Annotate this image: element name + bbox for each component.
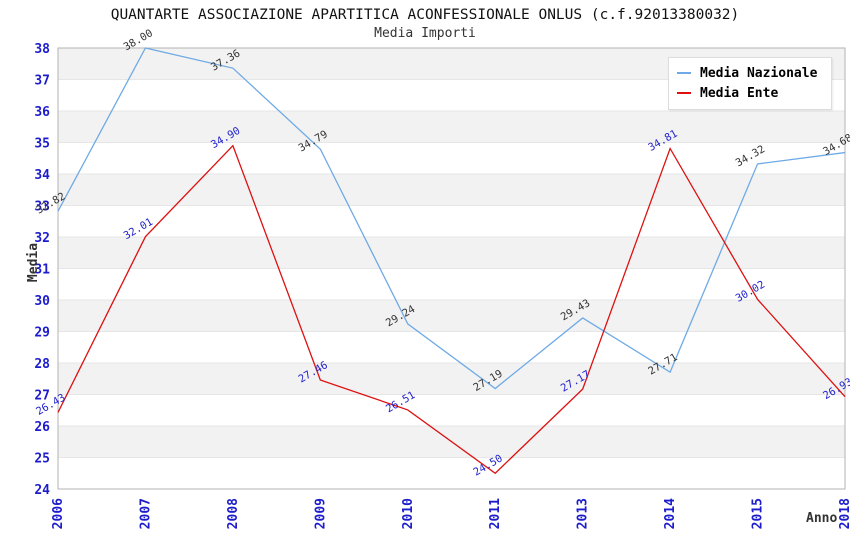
- y-tick-label: 24: [34, 483, 50, 498]
- legend-label-ente: Media Ente: [700, 85, 779, 101]
- plot-band: [58, 300, 845, 332]
- x-tick-label: 2013: [576, 498, 591, 529]
- x-tick-label: 2008: [226, 498, 241, 529]
- y-tick-label: 26: [34, 420, 50, 435]
- x-tick-label: 2018: [838, 498, 850, 529]
- x-tick-label: 2006: [51, 498, 66, 529]
- plot-band: [58, 174, 845, 206]
- chart-title: QUANTARTE ASSOCIAZIONE APARTITICA ACONFE…: [110, 7, 740, 23]
- y-tick-label: 34: [34, 168, 50, 183]
- x-tick-label: 2015: [751, 498, 766, 529]
- y-tick-label: 28: [34, 357, 50, 372]
- x-tick-label: 2007: [138, 498, 153, 529]
- y-tick-label: 37: [34, 74, 50, 89]
- value-label: 34.32: [734, 143, 767, 169]
- plot-band: [58, 111, 845, 143]
- y-tick-label: 38: [34, 42, 50, 57]
- y-tick-label: 29: [34, 326, 50, 341]
- legend-line-swatch-nazionale: [677, 72, 691, 74]
- plot-border: [57, 47, 846, 490]
- x-tick-label: 2010: [401, 498, 416, 529]
- y-tick-label: 32: [34, 231, 50, 246]
- y-tick-label: 36: [34, 105, 50, 120]
- legend: Media Nazionale Media Ente: [668, 57, 832, 110]
- legend-item-media-nazionale: Media Nazionale: [677, 63, 823, 83]
- chart-subtitle: Media Importi: [374, 26, 476, 41]
- x-tick-label: 2014: [663, 498, 678, 529]
- x-axis-title: Anno: [806, 511, 838, 526]
- y-tick-label: 30: [34, 294, 50, 309]
- y-tick-label: 31: [34, 263, 50, 278]
- legend-item-media-ente: Media Ente: [677, 83, 823, 103]
- series-line-ente: [57, 144, 846, 475]
- y-tick-label: 35: [34, 137, 50, 152]
- plot-band: [58, 363, 845, 395]
- x-tick-label: 2011: [488, 498, 503, 529]
- y-tick-label: 33: [34, 200, 50, 215]
- y-axis-title: Media: [26, 242, 42, 283]
- series-line-nazionale: [57, 47, 846, 390]
- x-tick-label: 2009: [313, 498, 328, 529]
- plot-band: [58, 237, 845, 269]
- y-tick-label: 25: [34, 452, 50, 467]
- legend-line-swatch-ente: [677, 92, 691, 94]
- legend-label-nazionale: Media Nazionale: [700, 65, 818, 81]
- value-label: 32.82: [34, 190, 67, 216]
- y-tick-label: 27: [34, 389, 50, 404]
